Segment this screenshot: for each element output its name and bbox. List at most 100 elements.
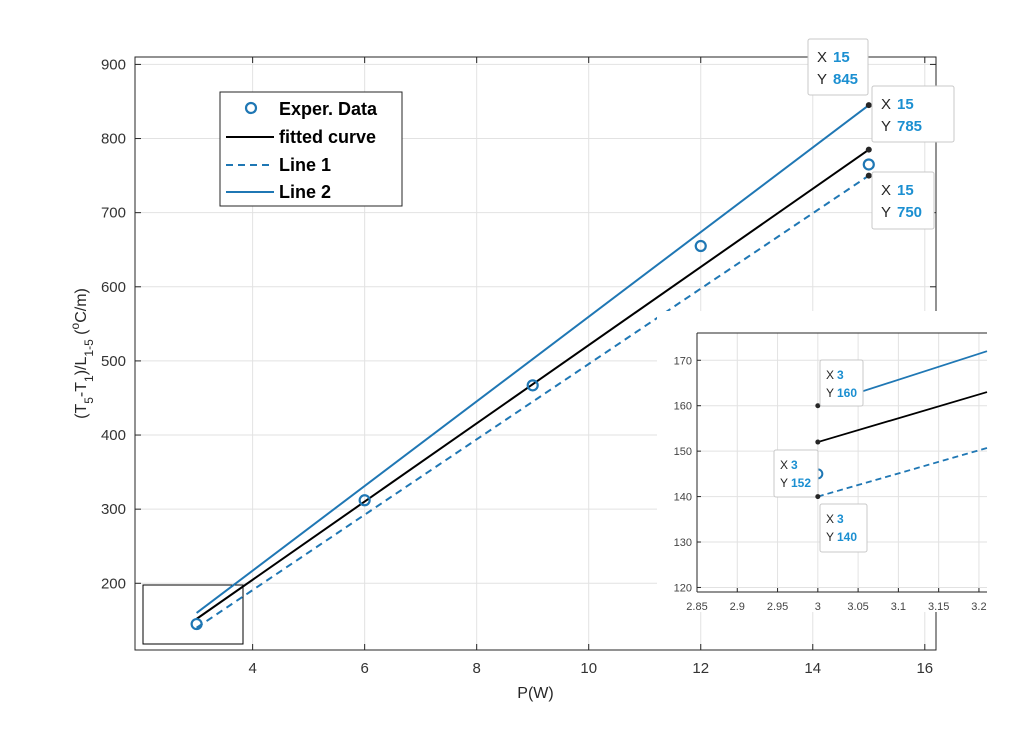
legend-entry-label: fitted curve [279, 127, 376, 147]
legend-marker [244, 101, 258, 115]
inset-x-tick-label: 3.2 [971, 601, 986, 613]
y-tick-label: 400 [101, 427, 126, 444]
y-tick-label: 600 [101, 279, 126, 296]
y-axis-label-part: -T [73, 382, 90, 397]
main-datatips: X 15 Y 845 X 15 Y 785 X 15 Y 750 [807, 38, 955, 230]
datatip-x-label: X [881, 96, 891, 113]
datatip-anchor [865, 146, 872, 153]
inset-datatip-x-label: X [826, 512, 834, 526]
legend-entry-label: Exper. Data [279, 99, 378, 119]
data-point-marker [526, 379, 539, 392]
inset-datatip-x-value: 3 [837, 368, 844, 382]
inset-datatip-x-label: X [826, 368, 834, 382]
data-point-marker [358, 494, 371, 507]
inset-series-line-fitted-curve [817, 391, 988, 443]
y-axis-label-part: C/m) [73, 288, 90, 323]
inset-datatip-x-value: 3 [791, 458, 798, 472]
inset-y-tick-label: 140 [674, 492, 692, 504]
y-tick-label: 800 [101, 131, 126, 148]
inset-plot-area [657, 311, 989, 612]
y-tick-label: 700 [101, 205, 126, 222]
inset-y-tick-label: 150 [674, 446, 692, 458]
x-axis-label: P(W) [517, 685, 553, 702]
datatip-y-label: Y [817, 71, 827, 88]
datatip-y-label: Y [881, 204, 891, 221]
x-tick-label: 8 [473, 660, 481, 677]
y-axis-label-part: )/L [73, 357, 90, 376]
y-tick-label: 500 [101, 353, 126, 370]
inset-y-tick-label: 120 [674, 582, 692, 594]
inset-datatip: X 3Y 160 [815, 359, 864, 409]
datatip-x-label: X [881, 182, 891, 199]
inset-x-tick-label: 2.9 [730, 601, 745, 613]
inset-datatip-box [819, 503, 868, 553]
y-tick-label: 200 [101, 575, 126, 592]
series-line-line-2 [196, 104, 870, 614]
inset-y-tick-label: 170 [674, 355, 692, 367]
main-series [190, 104, 875, 631]
inset-y-tick-label: 130 [674, 537, 692, 549]
inset-axes: 2.85 2.9 2.95 3 3.05 3.1 3.15 3.2 120 130 140 150 16… [657, 311, 989, 613]
datatip-x-value: 15 [833, 49, 850, 66]
zoom-region-rect [142, 584, 244, 645]
data-point-marker [190, 617, 203, 631]
inset-x-tick-label: 3.1 [891, 601, 906, 613]
datatip: X 15 Y 785 [865, 85, 955, 153]
x-tick-label: 12 [692, 660, 709, 677]
datatip-x-value: 15 [897, 182, 914, 199]
datatip-box [807, 38, 869, 96]
series-line-line-1 [196, 174, 870, 629]
datatip-box [871, 85, 955, 143]
inset-datatip-y-value: 160 [837, 386, 857, 400]
y-axis-label-part: (T [73, 404, 90, 419]
inset-tick-labels: 2.85 2.9 2.95 3 3.05 3.1 3.15 3.2 120 130 140 150 16… [674, 355, 987, 613]
datatip-y-value: 750 [897, 204, 922, 221]
datatip: X 15 Y 750 [865, 171, 935, 230]
inset-datatip-y-label: Y [780, 476, 788, 490]
inset-x-tick-label: 3 [815, 601, 821, 613]
datatip-anchor [865, 172, 872, 179]
data-point-marker [862, 158, 875, 171]
data-point-marker [694, 239, 707, 253]
inset-datatip-anchor [815, 439, 821, 445]
inset-datatip-box [773, 449, 819, 498]
x-tick-label: 6 [360, 660, 368, 677]
inset-datatip-box [819, 359, 864, 407]
datatip-x-label: X [817, 49, 827, 66]
y-tick-label: 300 [101, 501, 126, 518]
inset-datatip-y-label: Y [826, 386, 834, 400]
datatip: X 15 Y 845 [807, 38, 872, 109]
y-axis-label: (T5-T1)/L1-5 (oC/m) [68, 288, 96, 419]
inset-datatip-anchor [815, 494, 821, 500]
inset-datatip-y-value: 152 [791, 476, 811, 490]
inset-datatip-y-label: Y [826, 530, 834, 544]
y-tick-label: 900 [101, 56, 126, 73]
y-axis-label-part: ( [73, 329, 90, 339]
x-tick-label: 14 [804, 660, 821, 677]
x-tick-label: 10 [580, 660, 597, 677]
datatip-y-value: 845 [833, 71, 858, 88]
datatip-y-label: Y [881, 118, 891, 135]
y-axis-label-part: 5 [82, 397, 96, 404]
datatip-x-value: 15 [897, 96, 914, 113]
inset-x-tick-label: 2.95 [767, 601, 788, 613]
inset-x-tick-label: 2.85 [686, 601, 707, 613]
legend: Exper. Data fitted curve Line 1 Line 2 [219, 91, 403, 207]
main-tick-labels: 4 6 8 10 12 14 16 200 300 400 500 600 700 800 900 [101, 56, 936, 677]
x-tick-label: 4 [248, 660, 256, 677]
zoom-region-box [142, 584, 244, 645]
datatip-y-value: 785 [897, 118, 922, 135]
y-axis-label-part: 1-5 [82, 339, 96, 357]
inset-x-tick-label: 3.05 [847, 601, 868, 613]
x-tick-label: 16 [916, 660, 933, 677]
datatip-anchor [865, 102, 872, 109]
series-line-fitted-curve [196, 148, 870, 620]
inset-datatip-x-label: X [780, 458, 788, 472]
y-axis-label-part: o [68, 322, 82, 329]
inset-datatip-x-value: 3 [837, 512, 844, 526]
y-axis-label-part: 1 [82, 375, 96, 382]
inset-x-tick-label: 3.15 [928, 601, 949, 613]
inset-datatip-y-value: 140 [837, 530, 857, 544]
